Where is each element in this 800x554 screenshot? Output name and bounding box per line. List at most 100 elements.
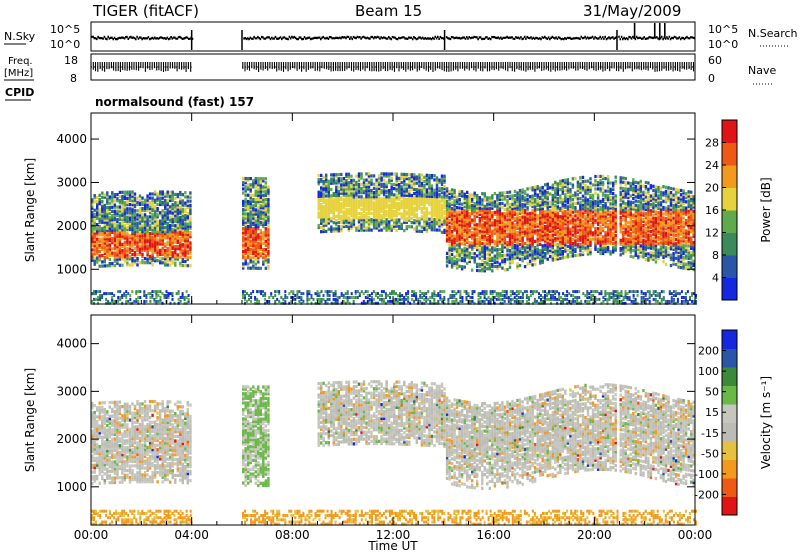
power-echo-cell xyxy=(644,258,648,262)
power-echo-cell xyxy=(176,245,179,249)
power-echo-cell xyxy=(516,212,519,216)
power-echo-cell xyxy=(101,231,104,235)
power-echo-cell xyxy=(179,218,182,222)
power-echo-cell xyxy=(433,222,436,226)
power-echo-cell xyxy=(647,191,650,196)
power-echo-cell xyxy=(508,248,512,253)
power-echo-cell xyxy=(410,216,413,220)
power-echo-cell xyxy=(433,228,436,232)
power-echo-cell xyxy=(453,213,456,217)
power-echo-cell xyxy=(148,215,152,219)
power-echo-cell xyxy=(186,195,189,199)
power-echo-cell xyxy=(637,223,640,227)
power-echo-cell xyxy=(460,215,464,219)
power-echo-cell xyxy=(252,210,255,214)
power-echo-cell xyxy=(622,236,625,241)
power-echo-cell xyxy=(133,252,137,257)
power-echo-cell xyxy=(521,194,524,198)
power-echo-cell xyxy=(564,205,567,209)
power-echo-cell xyxy=(483,244,486,248)
power-echo-cell xyxy=(455,262,459,266)
power-echo-cell xyxy=(554,187,557,191)
power-echo-cell xyxy=(101,243,104,247)
power-echo-cell xyxy=(503,214,507,218)
power-echo-cell xyxy=(362,226,366,230)
power-echo-cell xyxy=(637,237,640,241)
power-echo-cell xyxy=(357,205,361,209)
power-echo-cell xyxy=(257,227,260,231)
power-echo-cell xyxy=(433,192,436,197)
power-echo-cell xyxy=(448,248,451,252)
power-echo-cell xyxy=(96,206,99,210)
power-echo-cell xyxy=(382,199,386,203)
power-echo-cell xyxy=(571,202,575,206)
power-echo-cell xyxy=(503,259,507,264)
power-echo-cell xyxy=(360,228,363,232)
power-echo-cell xyxy=(576,224,580,228)
power-echo-cell xyxy=(249,229,252,233)
power-echo-cell xyxy=(415,227,418,231)
power-echo-cell xyxy=(131,211,134,215)
power-echo-cell xyxy=(169,209,172,213)
power-echo-cell xyxy=(589,185,592,189)
power-echo-cell xyxy=(579,249,582,253)
power-echo-cell xyxy=(428,221,431,225)
power-echo-cell xyxy=(156,248,159,252)
power-echo-cell xyxy=(116,243,119,247)
power-echo-cell xyxy=(123,203,127,207)
power-echo-cell xyxy=(98,243,101,247)
power-echo-cell xyxy=(496,204,499,208)
power-echo-cell xyxy=(252,185,255,189)
power-echo-cell xyxy=(242,199,245,203)
power-echo-cell xyxy=(355,205,358,209)
power-echo-cell xyxy=(463,230,466,234)
power-echo-cell xyxy=(345,201,348,206)
power-echo-cell xyxy=(257,233,260,237)
power-echo-cell xyxy=(627,221,630,225)
power-echo-cell xyxy=(317,211,320,215)
power-echo-cell xyxy=(496,256,499,260)
power-echo-cell xyxy=(347,226,351,230)
power-echo-cell xyxy=(169,230,172,234)
power-echo-cell xyxy=(513,202,517,206)
power-echo-cell xyxy=(181,203,184,207)
power-echo-cell xyxy=(136,209,139,213)
power-echo-cell xyxy=(634,209,637,214)
power-echo-cell xyxy=(554,232,557,237)
power-echo-cell xyxy=(433,220,436,224)
power-echo-cell xyxy=(91,258,94,262)
power-echo-cell xyxy=(586,246,590,250)
power-echo-cell xyxy=(103,195,106,199)
power-echo-cell xyxy=(589,189,592,193)
power-echo-cell xyxy=(106,233,109,237)
power-echo-cell xyxy=(496,241,499,246)
power-echo-cell xyxy=(569,238,572,242)
power-echo-cell xyxy=(118,201,122,205)
power-echo-cell xyxy=(123,234,127,238)
power-echo-cell xyxy=(586,206,590,210)
power-echo-cell xyxy=(405,218,408,222)
power-echo-cell xyxy=(352,187,356,191)
power-echo-cell xyxy=(171,213,174,217)
power-echo-cell xyxy=(443,176,446,180)
power-echo-cell xyxy=(179,215,182,220)
power-echo-cell xyxy=(388,205,391,209)
power-echo-cell xyxy=(498,231,502,235)
freq-trace xyxy=(90,62,695,72)
power-echo-cell xyxy=(403,191,406,195)
power-echo-cell xyxy=(93,241,96,246)
power-echo-cell xyxy=(128,211,132,215)
power-echo-cell xyxy=(488,217,491,221)
power-echo-cell xyxy=(390,209,393,214)
power-echo-cell xyxy=(526,187,529,191)
power-echo-cell xyxy=(559,246,562,250)
power-echo-cell xyxy=(521,232,524,236)
power-echo-cell xyxy=(244,189,247,193)
power-echo-cell xyxy=(559,196,562,200)
power-echo-cell xyxy=(123,224,127,228)
power-echo-cell xyxy=(133,238,137,242)
power-echo-cell xyxy=(622,176,625,180)
power-echo-cell xyxy=(561,183,564,187)
power-echo-cell xyxy=(367,205,371,209)
power-echo-cell xyxy=(337,177,340,181)
